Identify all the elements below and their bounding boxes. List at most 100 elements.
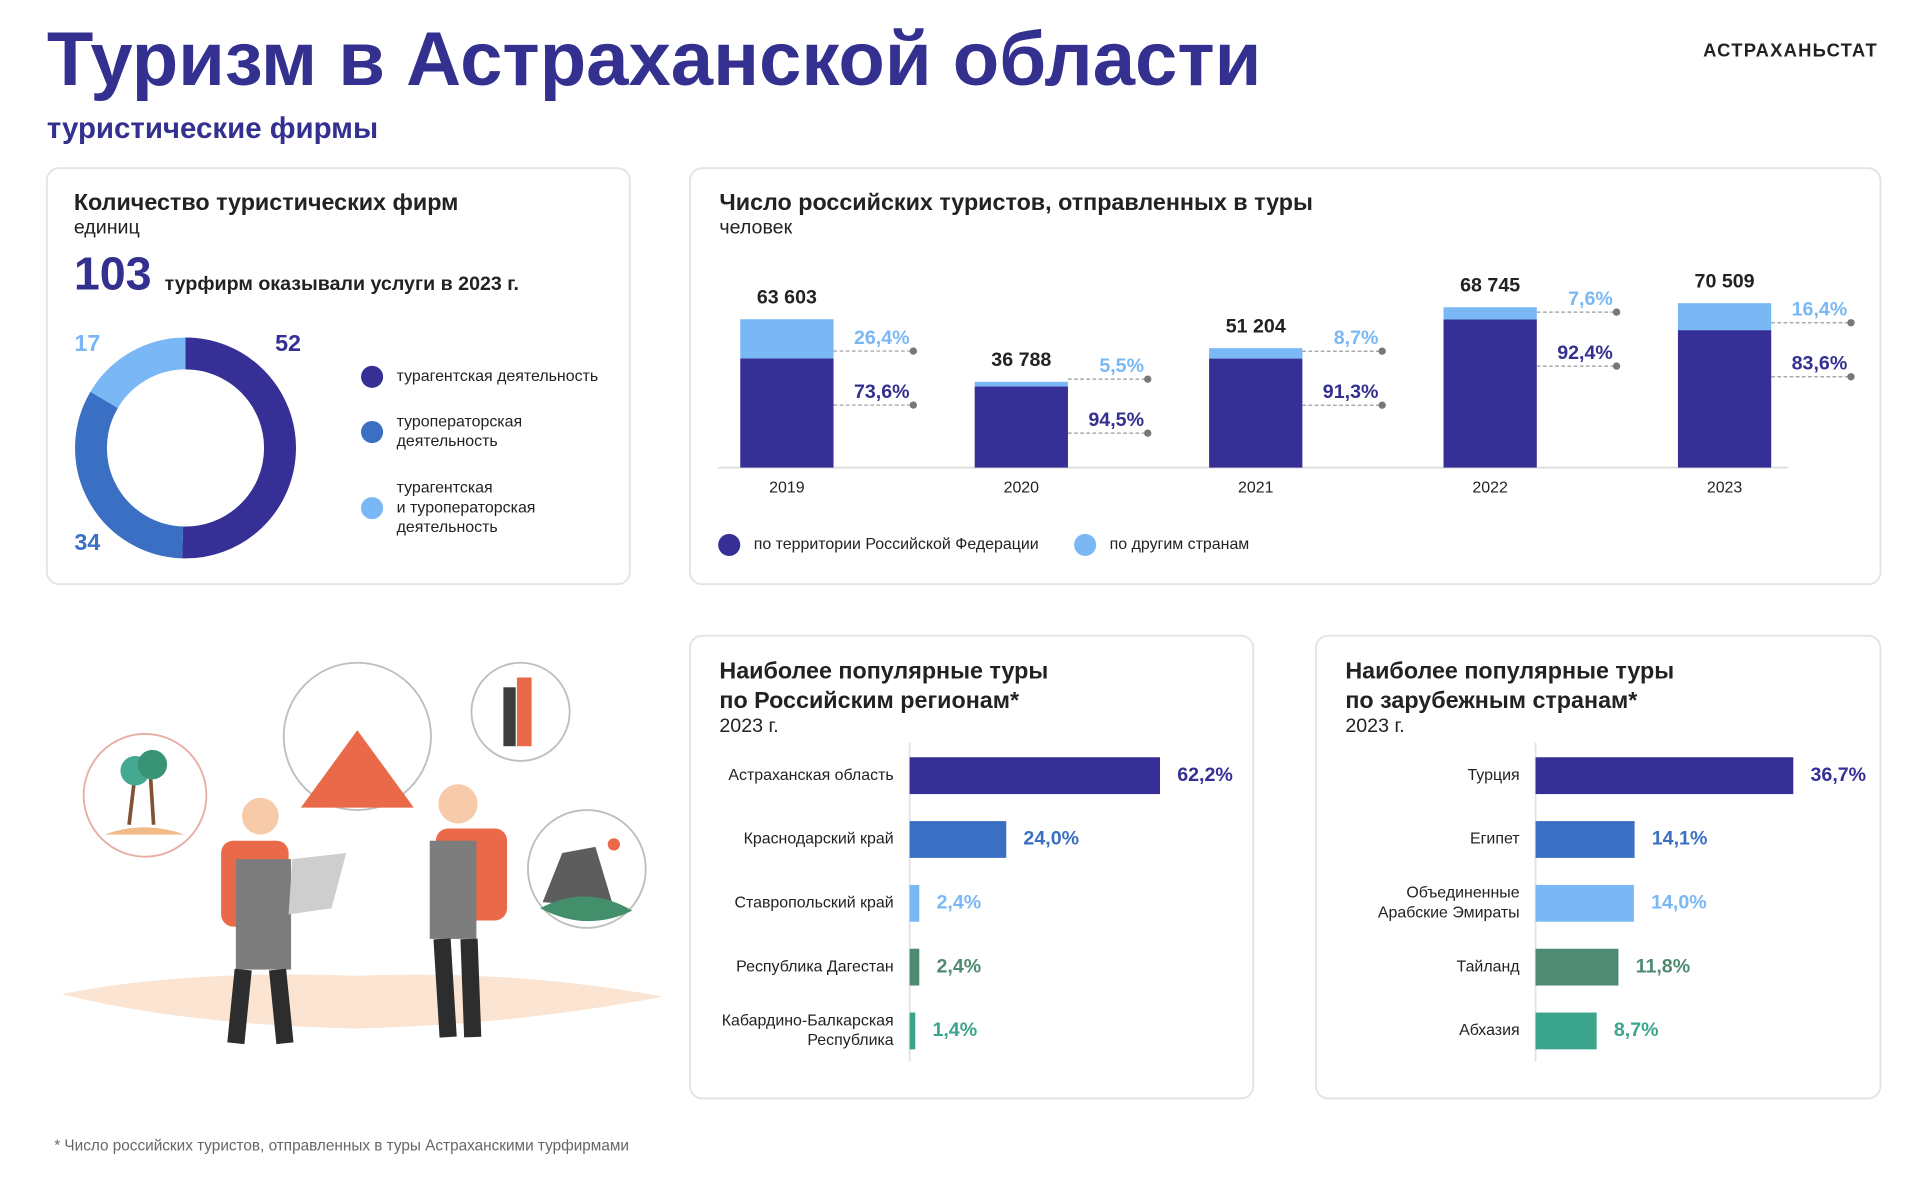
leader-dot <box>909 347 917 355</box>
chart-title: Количество туристических фирм <box>74 189 459 215</box>
data-label: 52 <box>275 330 301 356</box>
leader-dot <box>1144 429 1152 437</box>
building <box>516 677 532 747</box>
category-label: Кабардино-Балкарская <box>722 1012 894 1029</box>
bar <box>1535 757 1794 795</box>
total-label: 51 204 <box>1226 315 1286 337</box>
data-label: 16,4% <box>1792 299 1848 321</box>
x-tick-label: 2021 <box>1238 480 1274 497</box>
chart-unit: 2023 г. <box>1345 715 1404 737</box>
bar <box>909 821 1007 858</box>
category-label: Республика Дагестан <box>736 958 894 975</box>
total-label: 70 509 <box>1695 270 1755 292</box>
total-label: 68 745 <box>1460 275 1520 297</box>
bar <box>909 948 920 986</box>
legend-marker <box>1074 533 1097 556</box>
chart-unit: единиц <box>74 216 140 238</box>
brand: АСТРАХАНЬСТАТ <box>1703 39 1878 60</box>
data-label: 1,4% <box>932 1019 977 1041</box>
x-tick-label: 2019 <box>769 480 805 497</box>
page-title: Туризм в Астраханской области <box>47 17 1262 102</box>
bar-segment <box>740 319 834 359</box>
data-label: 83,6% <box>1792 353 1848 375</box>
footnote: * Число российских туристов, отправленны… <box>54 1137 629 1154</box>
chart-title: по зарубежным странам* <box>1345 687 1638 713</box>
data-label: 94,5% <box>1088 409 1144 431</box>
data-label: 11,8% <box>1636 955 1691 977</box>
legend-label: и туроператорская <box>397 499 536 516</box>
bar <box>1535 884 1634 922</box>
data-label: 34 <box>74 529 100 555</box>
data-label: 2,4% <box>936 891 981 913</box>
legend-label: деятельность <box>397 433 498 450</box>
island <box>104 827 185 835</box>
leader-dot <box>1847 373 1855 381</box>
legend-marker <box>361 497 384 520</box>
total-text: турфирм оказывали услуги в 2023 г. <box>165 273 519 295</box>
chart-title: по Российским регионам* <box>719 687 1020 713</box>
ground <box>61 974 663 1029</box>
data-label: 91,3% <box>1323 381 1379 403</box>
x-tick-label: 2020 <box>1004 480 1040 497</box>
leader-dot <box>1612 362 1621 370</box>
person-legs <box>227 968 294 1045</box>
category-label: Тайланд <box>1457 958 1521 975</box>
data-label: 24,0% <box>1023 828 1079 850</box>
leader-dot <box>1612 308 1621 316</box>
legend-label: турагентская <box>397 480 493 497</box>
leader-dot <box>1378 401 1386 409</box>
bar-segment <box>1209 348 1303 359</box>
donut-segment <box>75 391 184 559</box>
data-label: 17 <box>74 330 100 356</box>
legend-label: туроператорская <box>397 413 522 430</box>
data-label: 92,4% <box>1557 342 1613 364</box>
x-tick-label: 2023 <box>1707 480 1743 497</box>
bar-segment <box>740 358 834 468</box>
data-label: 14,1% <box>1652 828 1708 850</box>
leader-dot <box>1847 319 1855 327</box>
panel <box>689 634 1255 1100</box>
donut-segment <box>90 337 187 409</box>
legend-label: по другим странам <box>1110 536 1250 553</box>
map <box>288 852 347 915</box>
total-label: 36 788 <box>991 349 1051 371</box>
data-label: 8,7% <box>1614 1019 1659 1041</box>
category-label: Турция <box>1467 767 1519 784</box>
person-head <box>438 784 478 824</box>
category-label: Абхазия <box>1459 1022 1520 1039</box>
building <box>503 687 516 747</box>
chart-unit: 2023 г. <box>719 715 778 737</box>
category-label: Краснодарский край <box>744 831 894 848</box>
leader-dot <box>1378 347 1386 355</box>
bar <box>909 884 920 922</box>
palm-leaves <box>137 749 168 780</box>
donut-segment <box>182 337 296 559</box>
leader-dot <box>909 401 917 409</box>
category-label: Египет <box>1470 831 1520 848</box>
legend-label: деятельность <box>397 519 498 536</box>
x-tick-label: 2022 <box>1472 480 1508 497</box>
legend-marker <box>361 420 384 444</box>
panel <box>45 167 631 586</box>
person-head <box>241 797 279 835</box>
panel <box>1314 634 1882 1100</box>
bar <box>909 1012 916 1050</box>
data-label: 7,6% <box>1568 288 1613 310</box>
bar-segment <box>974 386 1068 468</box>
person-legs <box>433 938 482 1038</box>
bubble <box>82 733 208 858</box>
data-label: 14,0% <box>1651 891 1707 913</box>
total-value: 103 <box>74 248 152 300</box>
legend-marker <box>361 365 384 388</box>
legend-marker <box>718 533 741 556</box>
illustration <box>61 661 663 1045</box>
leader-dot <box>1144 375 1152 383</box>
pyramid <box>300 730 414 808</box>
legend-label: по территории Российской Федерации <box>754 536 1039 553</box>
data-label: 2,4% <box>936 955 981 977</box>
legend-label: турагентская деятельность <box>397 368 599 385</box>
bar-segment <box>1443 307 1537 320</box>
rock <box>542 846 614 909</box>
data-label: 26,4% <box>854 327 910 349</box>
